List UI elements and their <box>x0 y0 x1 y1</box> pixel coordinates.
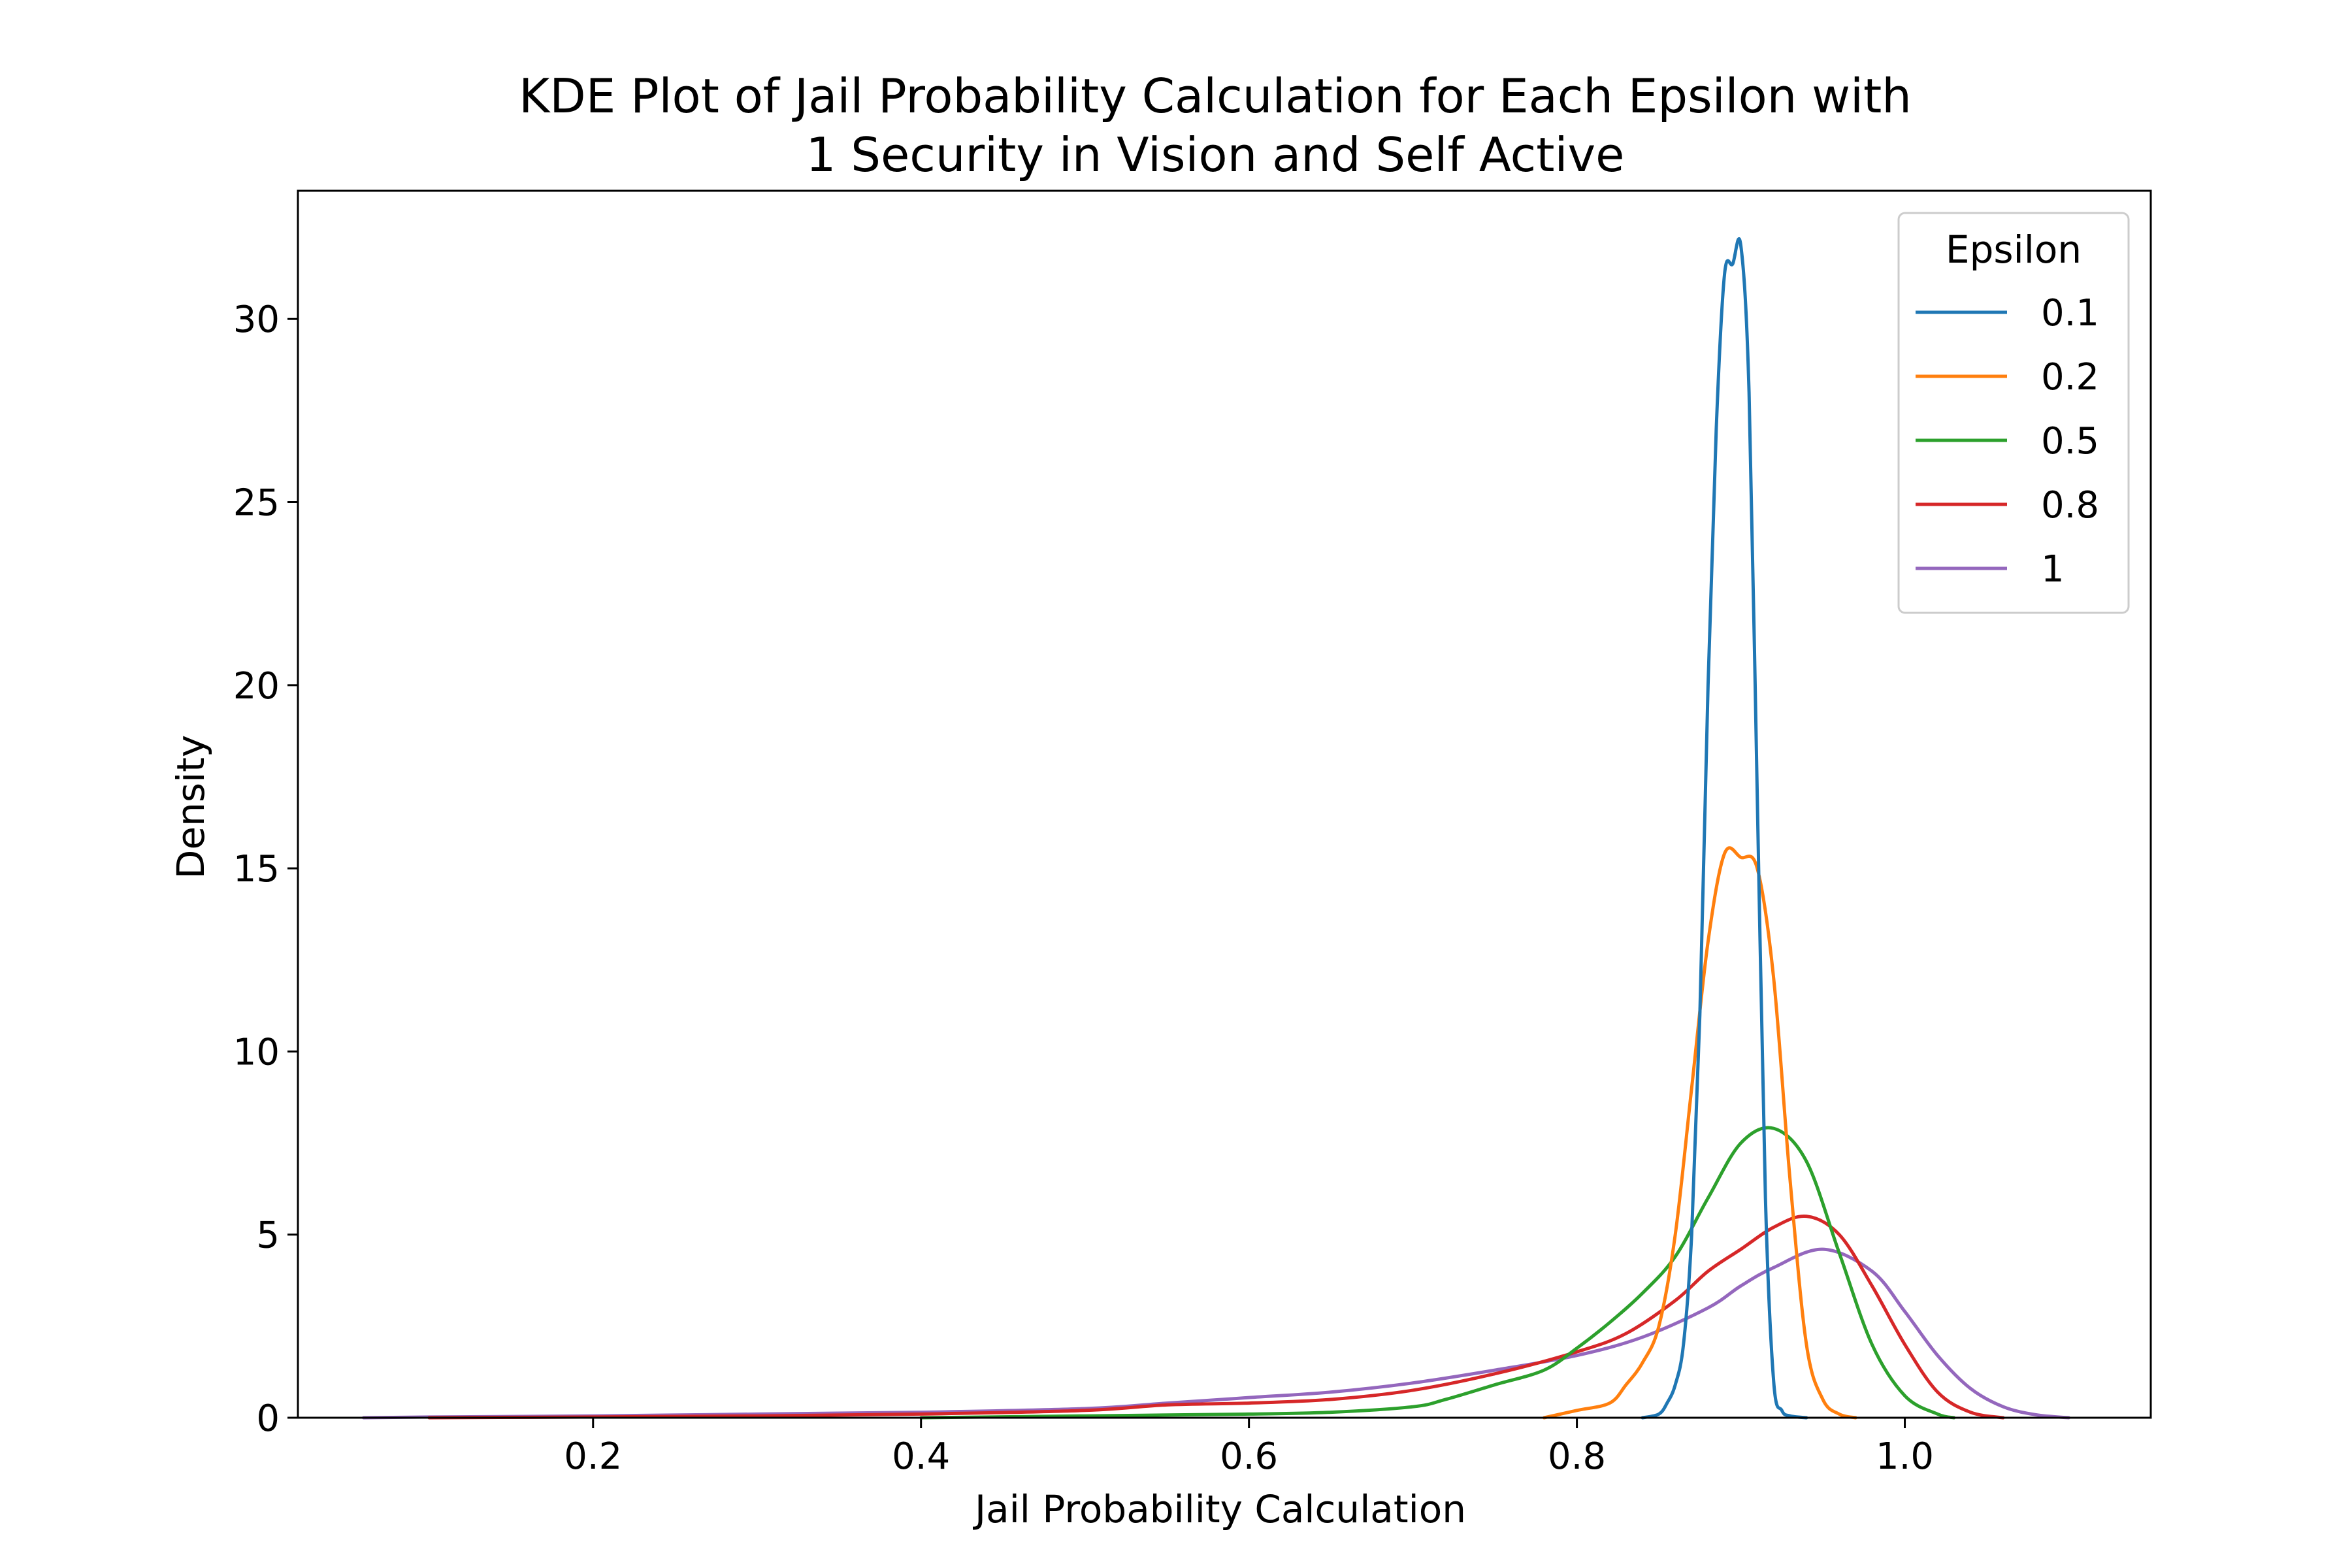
x-tick-label: 0.2 <box>564 1435 622 1478</box>
x-tick-label: 0.4 <box>892 1435 950 1478</box>
plot-frame <box>297 189 2152 1419</box>
series-line-epsilon-0-1 <box>1641 237 1808 1420</box>
series-line-epsilon-0-2 <box>1542 846 1857 1420</box>
series-line-epsilon-0-8 <box>427 1215 2005 1420</box>
legend-box <box>1897 212 2130 614</box>
y-tick-label: 15 <box>233 848 280 890</box>
series-group <box>361 237 2071 1420</box>
ticks-group: 0.2 0.4 0.6 0.8 1.0 0 5 10 15 20 25 30 <box>233 299 1934 1478</box>
x-tick-label: 0.8 <box>1548 1435 1606 1478</box>
x-tick-label: 0.6 <box>1220 1435 1278 1478</box>
y-tick-label: 0 <box>256 1397 280 1440</box>
legend-label-epsilon-0-5: 0.5 <box>2041 420 2099 463</box>
x-axis-label: Jail Probability Calculation <box>973 1487 1466 1531</box>
legend-entries: 0.1 0.2 0.5 0.8 1 <box>1916 292 2099 591</box>
legend: Epsilon 0.1 0.2 0.5 0.8 1 <box>1897 212 2130 614</box>
legend-title: Epsilon <box>1946 227 2082 272</box>
y-tick-label: 20 <box>233 665 280 708</box>
legend-label-epsilon-0-2: 0.2 <box>2041 356 2099 399</box>
chart-title-line-2: 1 Security in Vision and Self Active <box>806 127 1625 182</box>
series-line-epsilon-0-5 <box>919 1126 1956 1420</box>
legend-label-epsilon-0-1: 0.1 <box>2041 292 2099 335</box>
x-tick-label: 1.0 <box>1876 1435 1934 1478</box>
legend-label-epsilon-1: 1 <box>2041 548 2065 591</box>
y-tick-label: 30 <box>233 299 280 341</box>
y-tick-label: 10 <box>233 1031 280 1073</box>
series-line-epsilon-1 <box>361 1247 2071 1420</box>
legend-label-epsilon-0-8: 0.8 <box>2041 484 2099 527</box>
y-tick-label: 5 <box>256 1215 280 1257</box>
y-tick-label: 25 <box>233 482 280 525</box>
chart-title-line-1: KDE Plot of Jail Probability Calculation… <box>519 69 1912 123</box>
y-axis-label: Density <box>169 735 213 879</box>
